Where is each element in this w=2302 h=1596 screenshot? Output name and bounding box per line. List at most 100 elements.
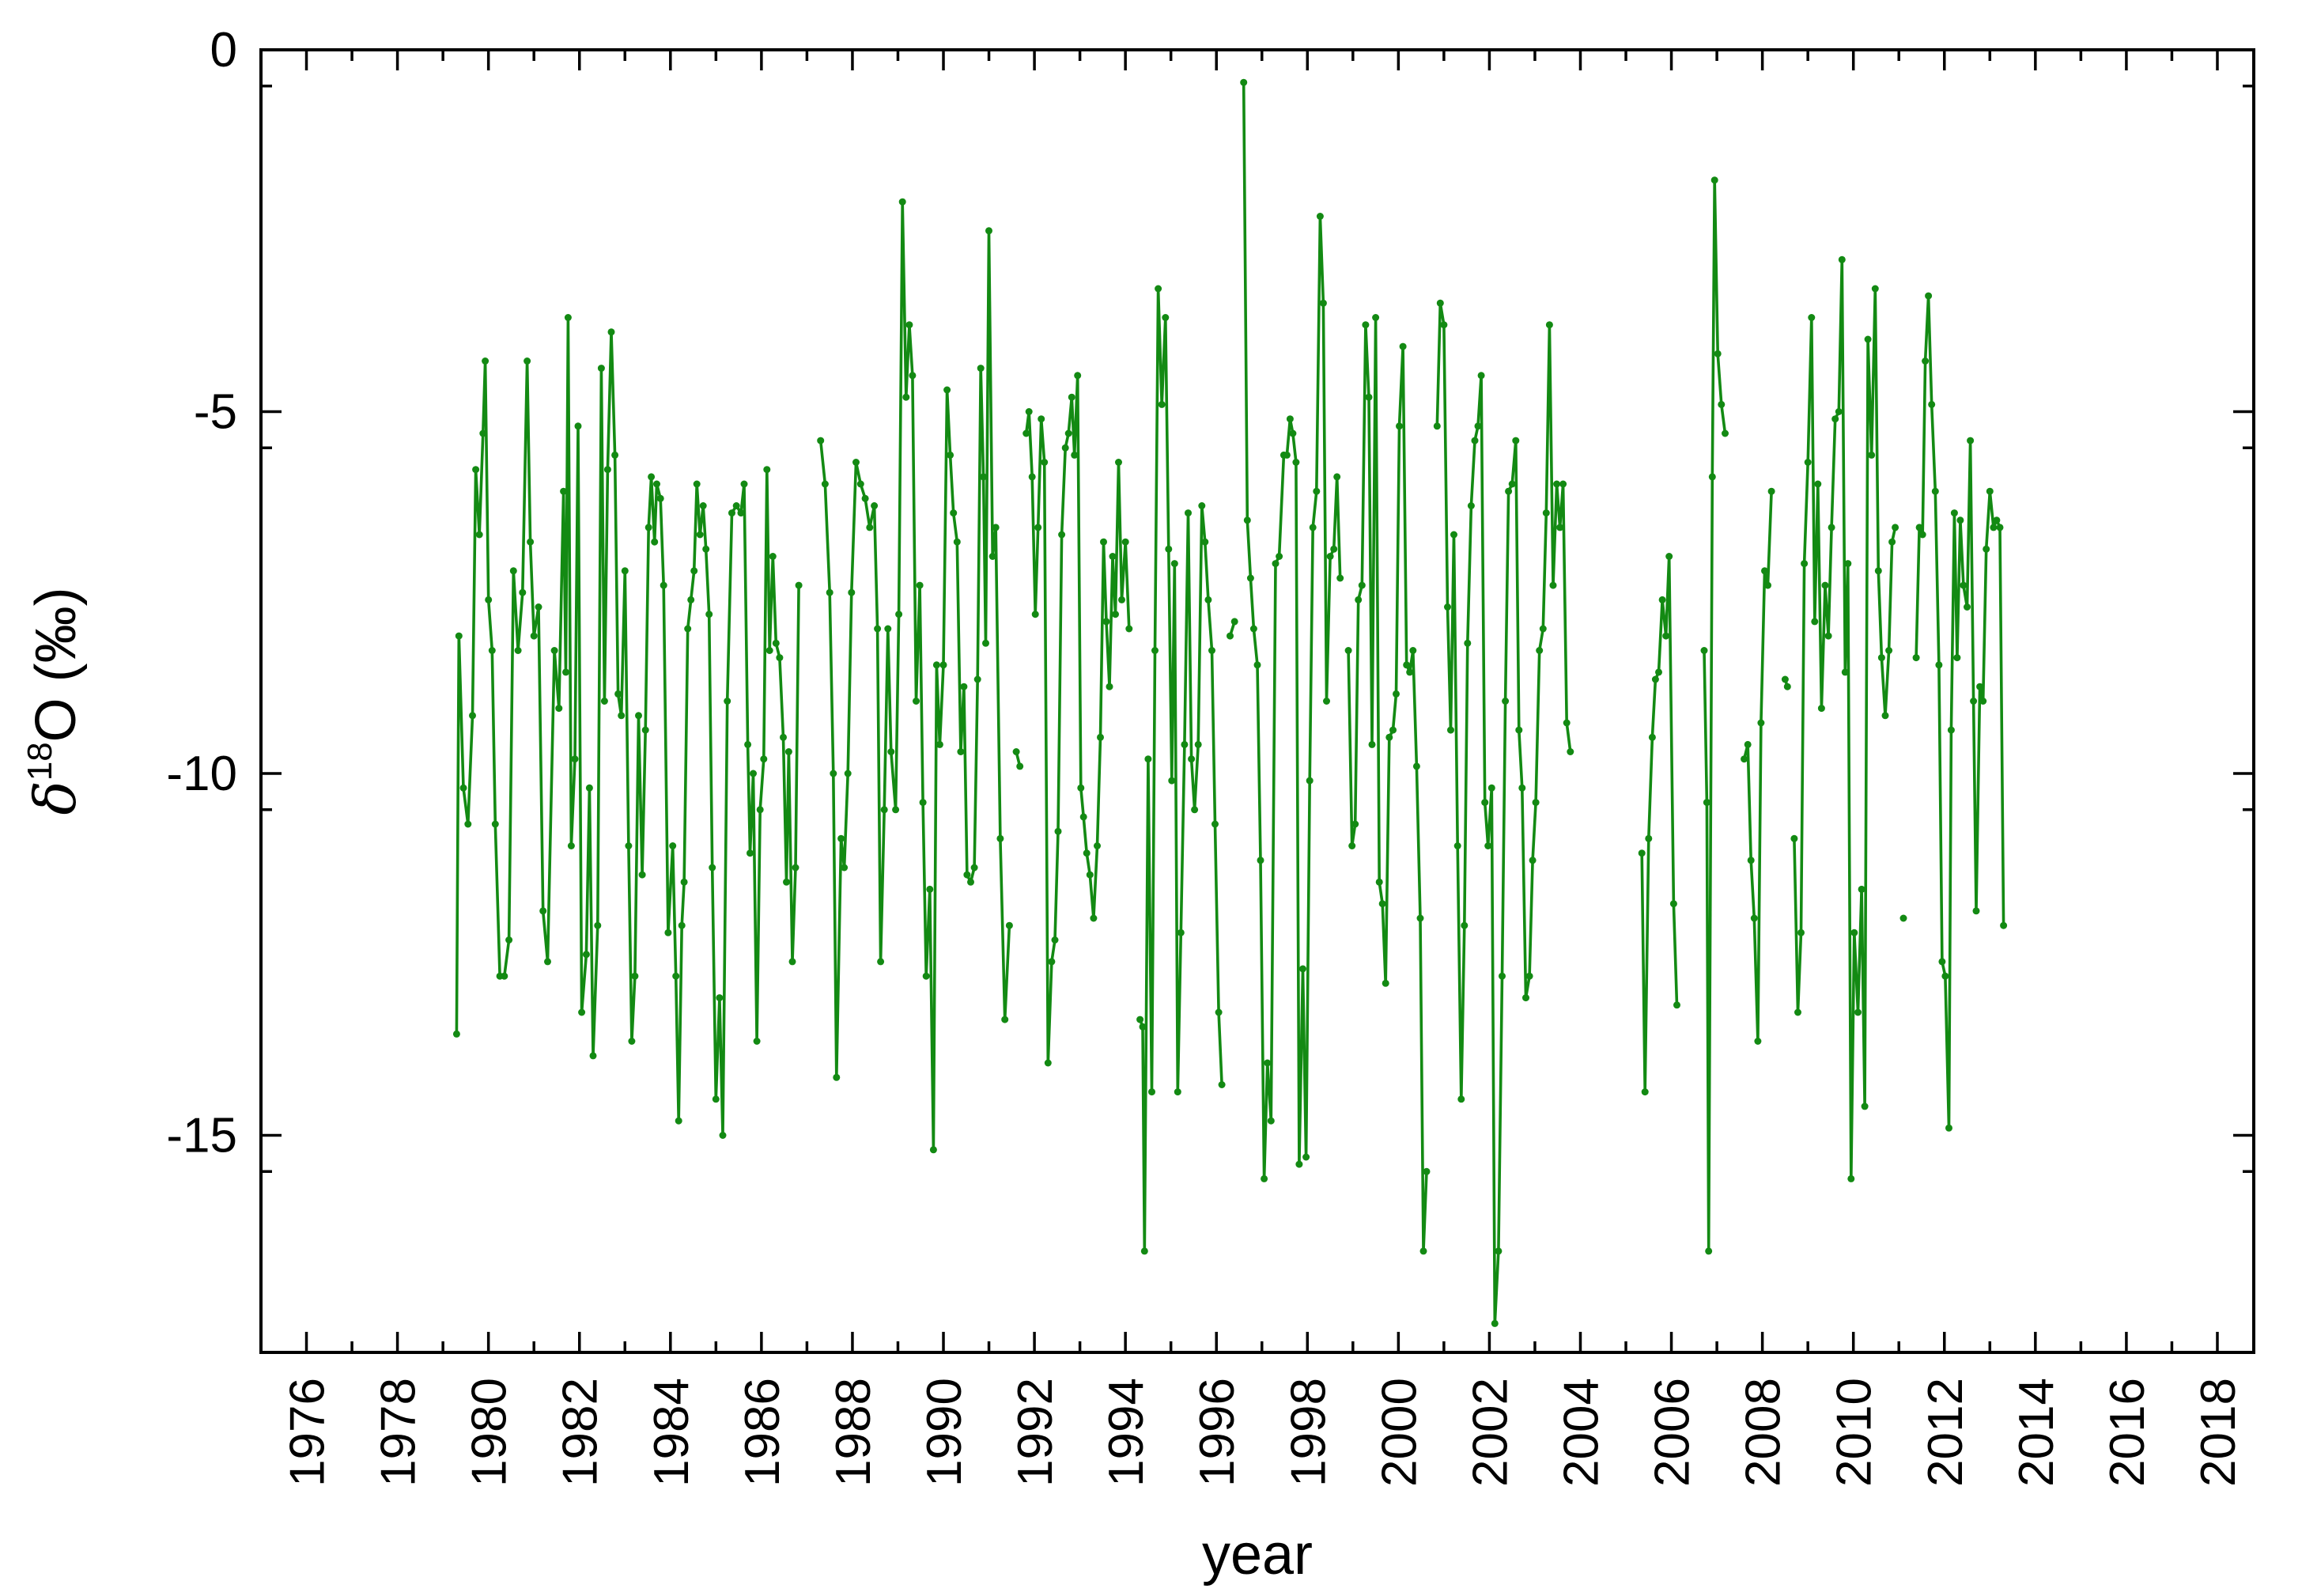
data-point xyxy=(1525,972,1533,980)
data-point xyxy=(877,958,885,966)
data-point xyxy=(1064,429,1072,437)
data-point xyxy=(675,1117,682,1125)
data-point xyxy=(1881,712,1889,720)
data-point xyxy=(1850,928,1858,936)
data-point xyxy=(1264,1059,1272,1067)
data-point xyxy=(1545,321,1553,329)
data-point xyxy=(672,972,680,980)
data-point xyxy=(1144,755,1152,763)
data-point xyxy=(1188,755,1196,763)
data-point xyxy=(1151,647,1159,654)
data-point xyxy=(724,698,731,705)
data-point xyxy=(1204,596,1212,603)
y-tick-label: -10 xyxy=(166,747,237,801)
x-tick-label: 2018 xyxy=(2191,1378,2246,1487)
data-point xyxy=(1174,1088,1181,1096)
data-point xyxy=(795,581,803,589)
data-point xyxy=(841,864,849,872)
data-point xyxy=(926,885,934,893)
data-point xyxy=(1194,740,1202,748)
data-point xyxy=(1086,871,1094,879)
x-tick-label: 1988 xyxy=(826,1378,881,1487)
data-point xyxy=(1423,1167,1431,1175)
data-point xyxy=(1542,509,1550,517)
data-point xyxy=(1412,762,1420,770)
data-point xyxy=(491,820,499,828)
data-point xyxy=(880,806,888,814)
data-point xyxy=(614,690,622,698)
data-point xyxy=(1440,321,1448,329)
data-point xyxy=(1838,255,1846,263)
y-axis-title-superscript: 18 xyxy=(21,742,59,781)
data-point xyxy=(950,509,958,517)
data-point xyxy=(988,553,996,560)
data-point xyxy=(1083,849,1091,857)
data-point xyxy=(1996,524,2004,531)
data-point xyxy=(1368,740,1376,748)
data-point xyxy=(1563,719,1571,727)
data-point xyxy=(1230,618,1238,626)
data-point xyxy=(1508,480,1516,488)
data-point xyxy=(1283,451,1291,459)
data-point xyxy=(1976,683,1984,690)
data-point xyxy=(1662,632,1670,640)
data-point xyxy=(1821,581,1829,589)
data-point xyxy=(1170,560,1178,568)
data-point xyxy=(1854,1008,1862,1016)
data-point xyxy=(656,494,664,502)
data-point xyxy=(1979,698,1987,705)
data-point xyxy=(564,314,572,321)
data-point xyxy=(1378,900,1386,908)
data-point xyxy=(607,328,615,336)
data-point xyxy=(1416,914,1424,922)
data-point xyxy=(737,509,745,517)
data-point xyxy=(1409,647,1417,654)
data-point xyxy=(874,625,882,633)
data-point xyxy=(1747,857,1755,864)
series-line xyxy=(1703,178,1727,1253)
data-point xyxy=(1286,415,1294,423)
x-tick-label: 1980 xyxy=(463,1378,517,1487)
series-layer xyxy=(452,78,2008,1327)
data-point xyxy=(909,372,917,380)
data-point xyxy=(1079,813,1087,821)
data-point xyxy=(1396,422,1403,430)
data-point xyxy=(783,878,790,886)
data-point xyxy=(1177,928,1185,936)
data-point xyxy=(469,712,476,720)
data-point xyxy=(455,632,463,640)
data-point xyxy=(625,842,633,849)
data-point xyxy=(1058,531,1066,539)
data-point xyxy=(1801,560,1809,568)
data-point xyxy=(1925,292,1933,300)
data-point xyxy=(1457,1095,1465,1103)
data-point xyxy=(760,755,768,763)
data-point xyxy=(1330,545,1338,553)
data-point xyxy=(967,878,974,886)
data-point xyxy=(1215,1008,1223,1016)
data-point xyxy=(740,480,748,488)
data-point xyxy=(936,740,943,748)
data-point xyxy=(817,437,825,444)
data-point xyxy=(963,871,971,879)
data-point xyxy=(1090,914,1098,922)
data-point xyxy=(1993,516,2001,524)
data-point xyxy=(705,611,713,618)
data-point xyxy=(1299,965,1306,973)
data-point xyxy=(1181,740,1189,748)
data-point xyxy=(524,357,531,365)
data-point xyxy=(1025,408,1033,415)
data-point xyxy=(747,849,754,857)
data-point xyxy=(1529,857,1537,864)
data-point xyxy=(459,784,467,792)
data-point xyxy=(1744,740,1752,748)
x-tick-label: 2000 xyxy=(1372,1378,1427,1487)
data-point xyxy=(648,473,656,481)
data-point xyxy=(1001,1015,1009,1023)
y-axis-title-element: O xyxy=(25,698,88,742)
data-point xyxy=(1155,285,1162,293)
data-point xyxy=(1185,509,1192,517)
data-point xyxy=(582,951,590,959)
data-point xyxy=(1710,176,1718,184)
data-point xyxy=(567,842,575,849)
